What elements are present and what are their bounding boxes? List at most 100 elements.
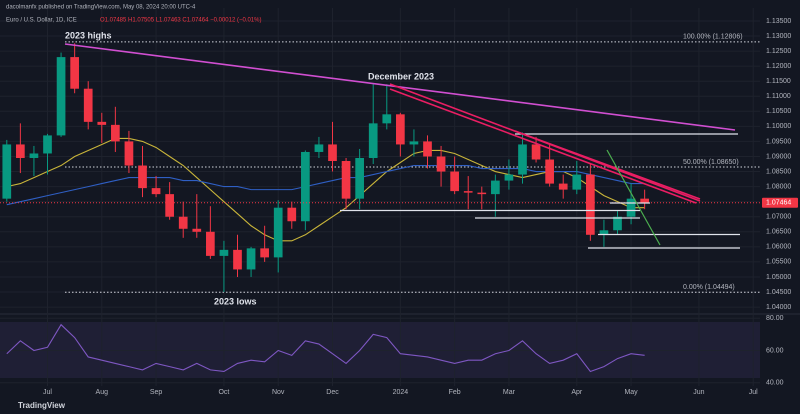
candle-body [491,180,500,195]
candle-body [450,171,459,192]
candle-body [368,123,378,158]
candle-body [396,114,405,145]
publisher: dacolmanfx published on TradingView.com,… [6,5,196,11]
y-tick-label: 1.13000 [766,33,791,40]
y-tick-label: 80.00 [766,315,784,322]
candle-body [29,153,39,158]
annotation: 2023 lows [214,296,257,306]
candle-body [273,207,283,258]
candle-body [423,141,432,157]
candle-body [355,157,364,199]
candle-body [463,191,473,193]
candle-body [124,141,134,166]
symbol-title: Euro / U.S. Dollar, 1D, ICE [6,18,77,24]
candle-body [477,192,487,195]
candle-body [436,156,446,172]
candle-body [246,248,256,270]
x-tick-label: Mar [503,389,516,396]
x-tick-label: Nov [272,389,285,396]
candle-body [558,183,568,190]
x-tick-label: Jul [749,389,758,396]
candle-body [178,216,188,229]
x-tick-label: Feb [449,389,461,396]
x-tick-label: Oct [218,389,229,396]
candle-body [260,248,269,258]
y-tick-label: 40.00 [766,380,784,387]
y-tick-label: 1.07000 [766,214,791,221]
y-tick-label: 1.04000 [766,304,791,311]
candle-body [314,144,324,152]
x-tick-label: May [624,389,638,396]
y-tick-label: 1.12500 [766,48,791,55]
y-tick-label: 1.08000 [766,183,791,190]
y-tick-label: 1.05000 [766,274,791,281]
candle-body [151,188,161,195]
y-tick-label: 1.09000 [766,153,791,160]
y-tick-label: 1.06000 [766,244,791,251]
y-tick-label: 1.11500 [766,78,791,85]
x-tick-label: 2024 [393,389,409,396]
y-tick-label: 1.05500 [766,259,791,266]
candle-body [328,144,337,162]
candle-body [16,144,25,158]
x-tick-label: Jul [43,389,52,396]
candle-body [572,174,582,190]
y-tick-label: 1.11000 [766,93,791,100]
candle-body [504,174,514,181]
candle-body [301,151,310,222]
rsi-line [6,323,645,373]
annotation: December 2023 [368,71,434,81]
trendline [606,149,661,246]
y-tick-label: 1.04500 [766,289,791,296]
y-tick-label: 60.00 [766,347,784,354]
last-price-label: 1.07464 [766,200,791,207]
candle-body [545,159,554,184]
candle-body [219,249,229,256]
moving-average [6,164,645,206]
candle-body [2,144,12,199]
last-price-box [762,197,798,208]
annotation: 2023 highs [65,30,112,40]
y-tick-label: 1.12000 [766,63,791,70]
candle-body [640,198,649,203]
candle-body [287,207,297,222]
candle-body [382,114,392,124]
candle-body [233,249,242,270]
y-tick-label: 1.10000 [766,123,791,130]
candle-body [43,135,52,154]
ohlc-summary: O1.07485 H1.07505 L1.07463 C1.07464 −0.0… [100,18,261,24]
x-tick-label: Sep [150,389,163,396]
candle-body [70,57,79,89]
candle-body [111,124,120,142]
trendline [514,130,701,200]
candle-body [138,165,147,189]
y-tick-label: 1.10500 [766,108,791,115]
candle-body [165,194,174,217]
candle-body [56,57,66,136]
candle-body [83,88,93,122]
candle-body [626,198,636,217]
trendline [389,88,697,204]
y-tick-label: 1.08500 [766,168,791,175]
candle-body [613,216,622,231]
candle-body [409,141,419,145]
candle-body [341,161,351,199]
fib-label: 0.00% (1.04494) [683,284,735,291]
y-tick-label: 1.13500 [766,18,791,25]
candle-body [599,230,609,235]
drawings [64,43,740,249]
candle-body [97,121,107,125]
y-tick-label: 1.06500 [766,229,791,236]
x-tick-label: Jun [693,389,704,396]
candle-body [192,228,202,232]
candle-body [531,144,541,160]
footer-logo: TradingView [18,401,66,410]
candle-body [206,231,215,256]
x-tick-label: Aug [96,389,109,396]
x-tick-label: Apr [571,389,583,396]
y-tick-label: 1.09500 [766,138,791,145]
candle-body [518,144,527,175]
candle-body [586,174,595,235]
fib-label: 50.00% (1.08650) [683,159,739,166]
